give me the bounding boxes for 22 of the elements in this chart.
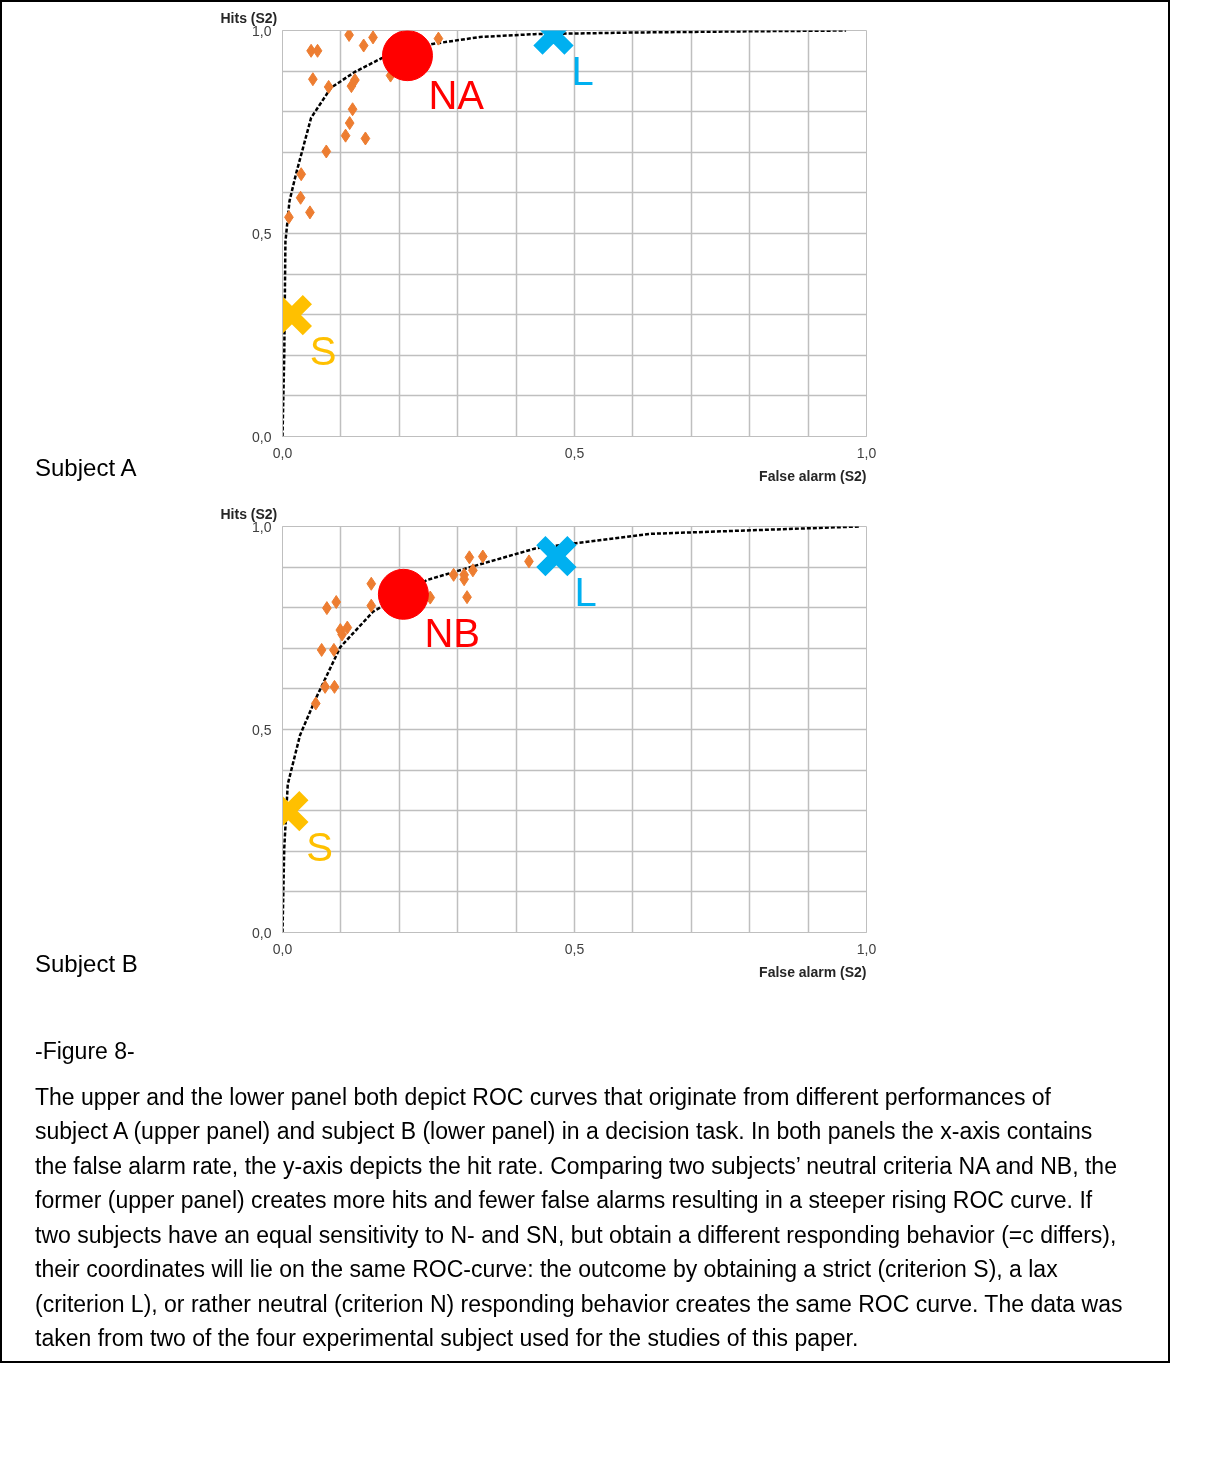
text: Subject B: [35, 948, 138, 979]
series-label: L: [574, 570, 597, 615]
series-label: NB: [424, 611, 480, 656]
y-tick-label: 0,5: [252, 721, 272, 738]
y-tick-label: 0,5: [252, 225, 272, 242]
x-tick-label: 1,0: [856, 444, 877, 461]
x-tick-label: 0,5: [564, 444, 585, 461]
y-tick-label: 0,0: [252, 924, 272, 941]
x-tick-label: 0,0: [272, 444, 293, 461]
series-label: NA: [428, 72, 485, 117]
y-tick-label: 0,0: [252, 428, 272, 445]
x-tick-label: 0,0: [272, 940, 293, 957]
series-label: S: [309, 329, 337, 374]
text: The upper and the lower panel both depict ROC curves that originate from different performances of subject A (upper panel) and subject B (lower panel) in a decision task. In both panels the x-axis contains the false alarm rate, the y-axis depicts the hit rate. Comparing two subjects’ neutral criteria NA and NB, the former (upper panel) creates more hits and fewer false alarms resulting in a steeper rising ROC curve. If two subjects have an equal sensitivity to N- and SN, but obtain a different responding behavior (=c differs), their coordinates will lie on the same ROC-curve: the outcome by obtaining a strict (criterion S), a lax (criterion L), or rather neutral (criterion N) responding behavior creates the same ROC curve. The data was taken from two of the four experimental subject used for the studies of this paper.: [35, 1082, 1124, 1353]
text: Subject A: [35, 452, 137, 483]
series-label: S: [306, 825, 334, 870]
x-axis-title: False alarm (S2): [759, 467, 867, 484]
text: -Figure 8-: [35, 1037, 135, 1066]
x-tick-label: 0,5: [564, 940, 585, 957]
series-label: L: [571, 48, 594, 93]
x-axis-title: False alarm (S2): [759, 963, 867, 980]
x-tick-label: 1,0: [856, 940, 877, 957]
